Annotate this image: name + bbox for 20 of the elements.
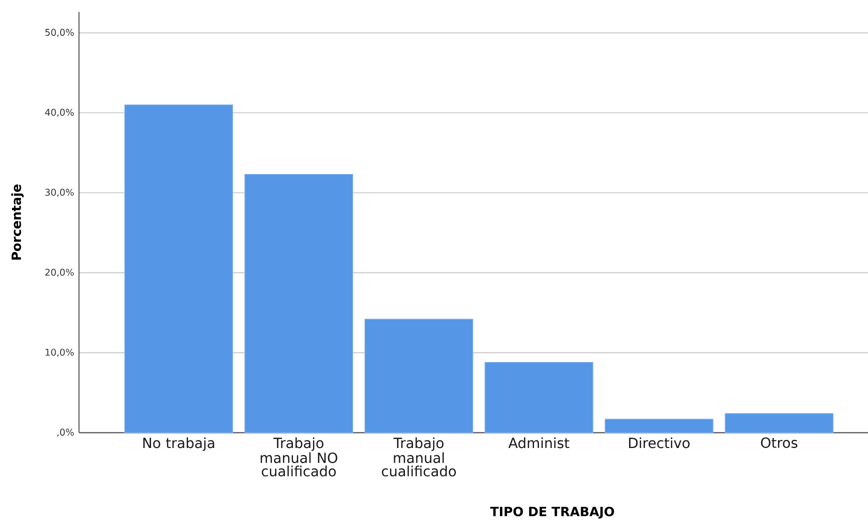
x-tick-label: Administ — [508, 437, 570, 448]
bar — [604, 418, 714, 433]
bar — [124, 104, 234, 433]
bar — [244, 174, 354, 433]
bar — [724, 413, 834, 433]
y-tick-label: 30,0% — [45, 188, 74, 197]
bar — [484, 362, 594, 433]
x-tick-label: Directivo — [629, 437, 690, 448]
y-tick-label: 10,0% — [46, 348, 74, 357]
x-tick-label: No trabaja — [143, 437, 214, 451]
y-tick-label: 50,0% — [45, 28, 74, 37]
y-tick-label: ,0% — [57, 428, 74, 437]
x-tick-label: Trabajo manual NO cualificado — [260, 437, 338, 476]
y-tick-label: 20,0% — [45, 268, 74, 277]
x-tick-label: Trabajo manual cualificado — [382, 437, 456, 476]
y-axis-title: Porcentaje — [11, 184, 24, 260]
y-tick-label: 40,0% — [45, 108, 74, 117]
x-tick-label: Otros — [761, 437, 798, 448]
bar — [364, 318, 474, 433]
x-axis-title: TIPO DE TRABAJO — [490, 506, 614, 519]
